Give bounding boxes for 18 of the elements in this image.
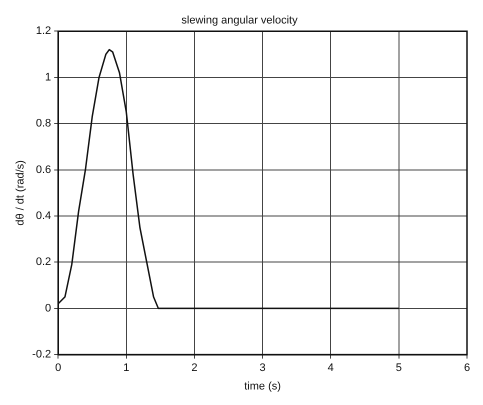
x-tick-label: 3	[260, 362, 266, 374]
x-tick-label: 6	[464, 362, 470, 374]
y-tick-label: 0.2	[36, 256, 52, 268]
x-tick-label: 5	[396, 362, 402, 374]
y-tick-label: 0.6	[36, 164, 52, 176]
y-axis-title: dθ / dt (rad/s)	[14, 160, 27, 226]
x-tick-label: 1	[123, 362, 130, 374]
y-tick-label: 0.8	[36, 118, 52, 130]
y-tick-label: -0.2	[32, 348, 52, 361]
x-tick-label: 4	[328, 362, 334, 374]
y-tick-label: 1	[45, 71, 52, 84]
x-tick-label: 2	[191, 362, 198, 374]
y-tick-label: 0.4	[36, 210, 52, 222]
x-tick-label: 0	[55, 362, 62, 374]
y-tick-label: 1.2	[36, 25, 52, 38]
x-axis-title: time (s)	[244, 380, 281, 392]
chart-title: slewing angular velocity	[181, 14, 298, 27]
y-tick-label: 0	[45, 302, 52, 314]
